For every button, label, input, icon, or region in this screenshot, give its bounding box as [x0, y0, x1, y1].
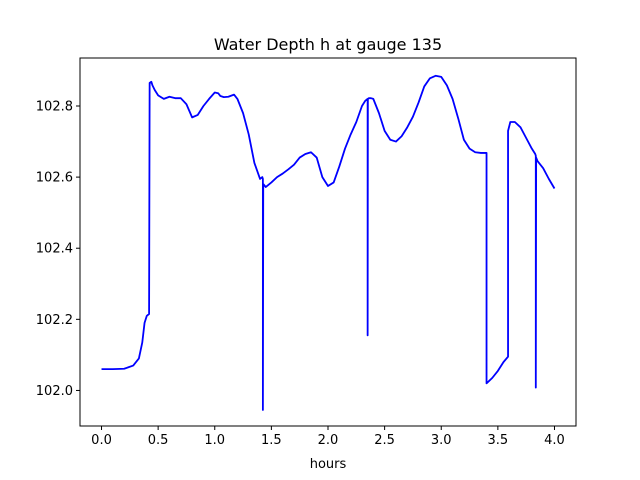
series-line-0: [101, 74, 556, 411]
y-tick-label: 102.0: [36, 384, 73, 399]
x-tick-label: 2.0: [318, 433, 339, 448]
x-tick-label: 3.0: [431, 433, 452, 448]
y-tick-label: 102.8: [36, 100, 73, 115]
y-tick-label: 102.2: [36, 313, 73, 328]
x-tick-label: 2.5: [374, 433, 395, 448]
y-tick-label: 102.4: [36, 242, 73, 257]
x-tick-label: 0.0: [91, 433, 112, 448]
y-tick-label: 102.6: [36, 171, 73, 186]
y-axis: 102.0 102.2 102.4 102.6 102.8: [36, 100, 80, 399]
x-tick-label: 0.5: [148, 433, 169, 448]
x-tick-label: 1.5: [261, 433, 282, 448]
chart-title: Water Depth h at gauge 135: [214, 35, 442, 54]
x-tick-label: 1.0: [204, 433, 225, 448]
x-axis: 0.0 0.5 1.0 1.5 2.0 2.5 3.0 3.5 4.0: [91, 426, 565, 448]
data-line-group: [101, 74, 556, 411]
x-tick-label: 4.0: [544, 433, 565, 448]
x-axis-label: hours: [310, 457, 347, 472]
x-tick-label: 3.5: [488, 433, 509, 448]
